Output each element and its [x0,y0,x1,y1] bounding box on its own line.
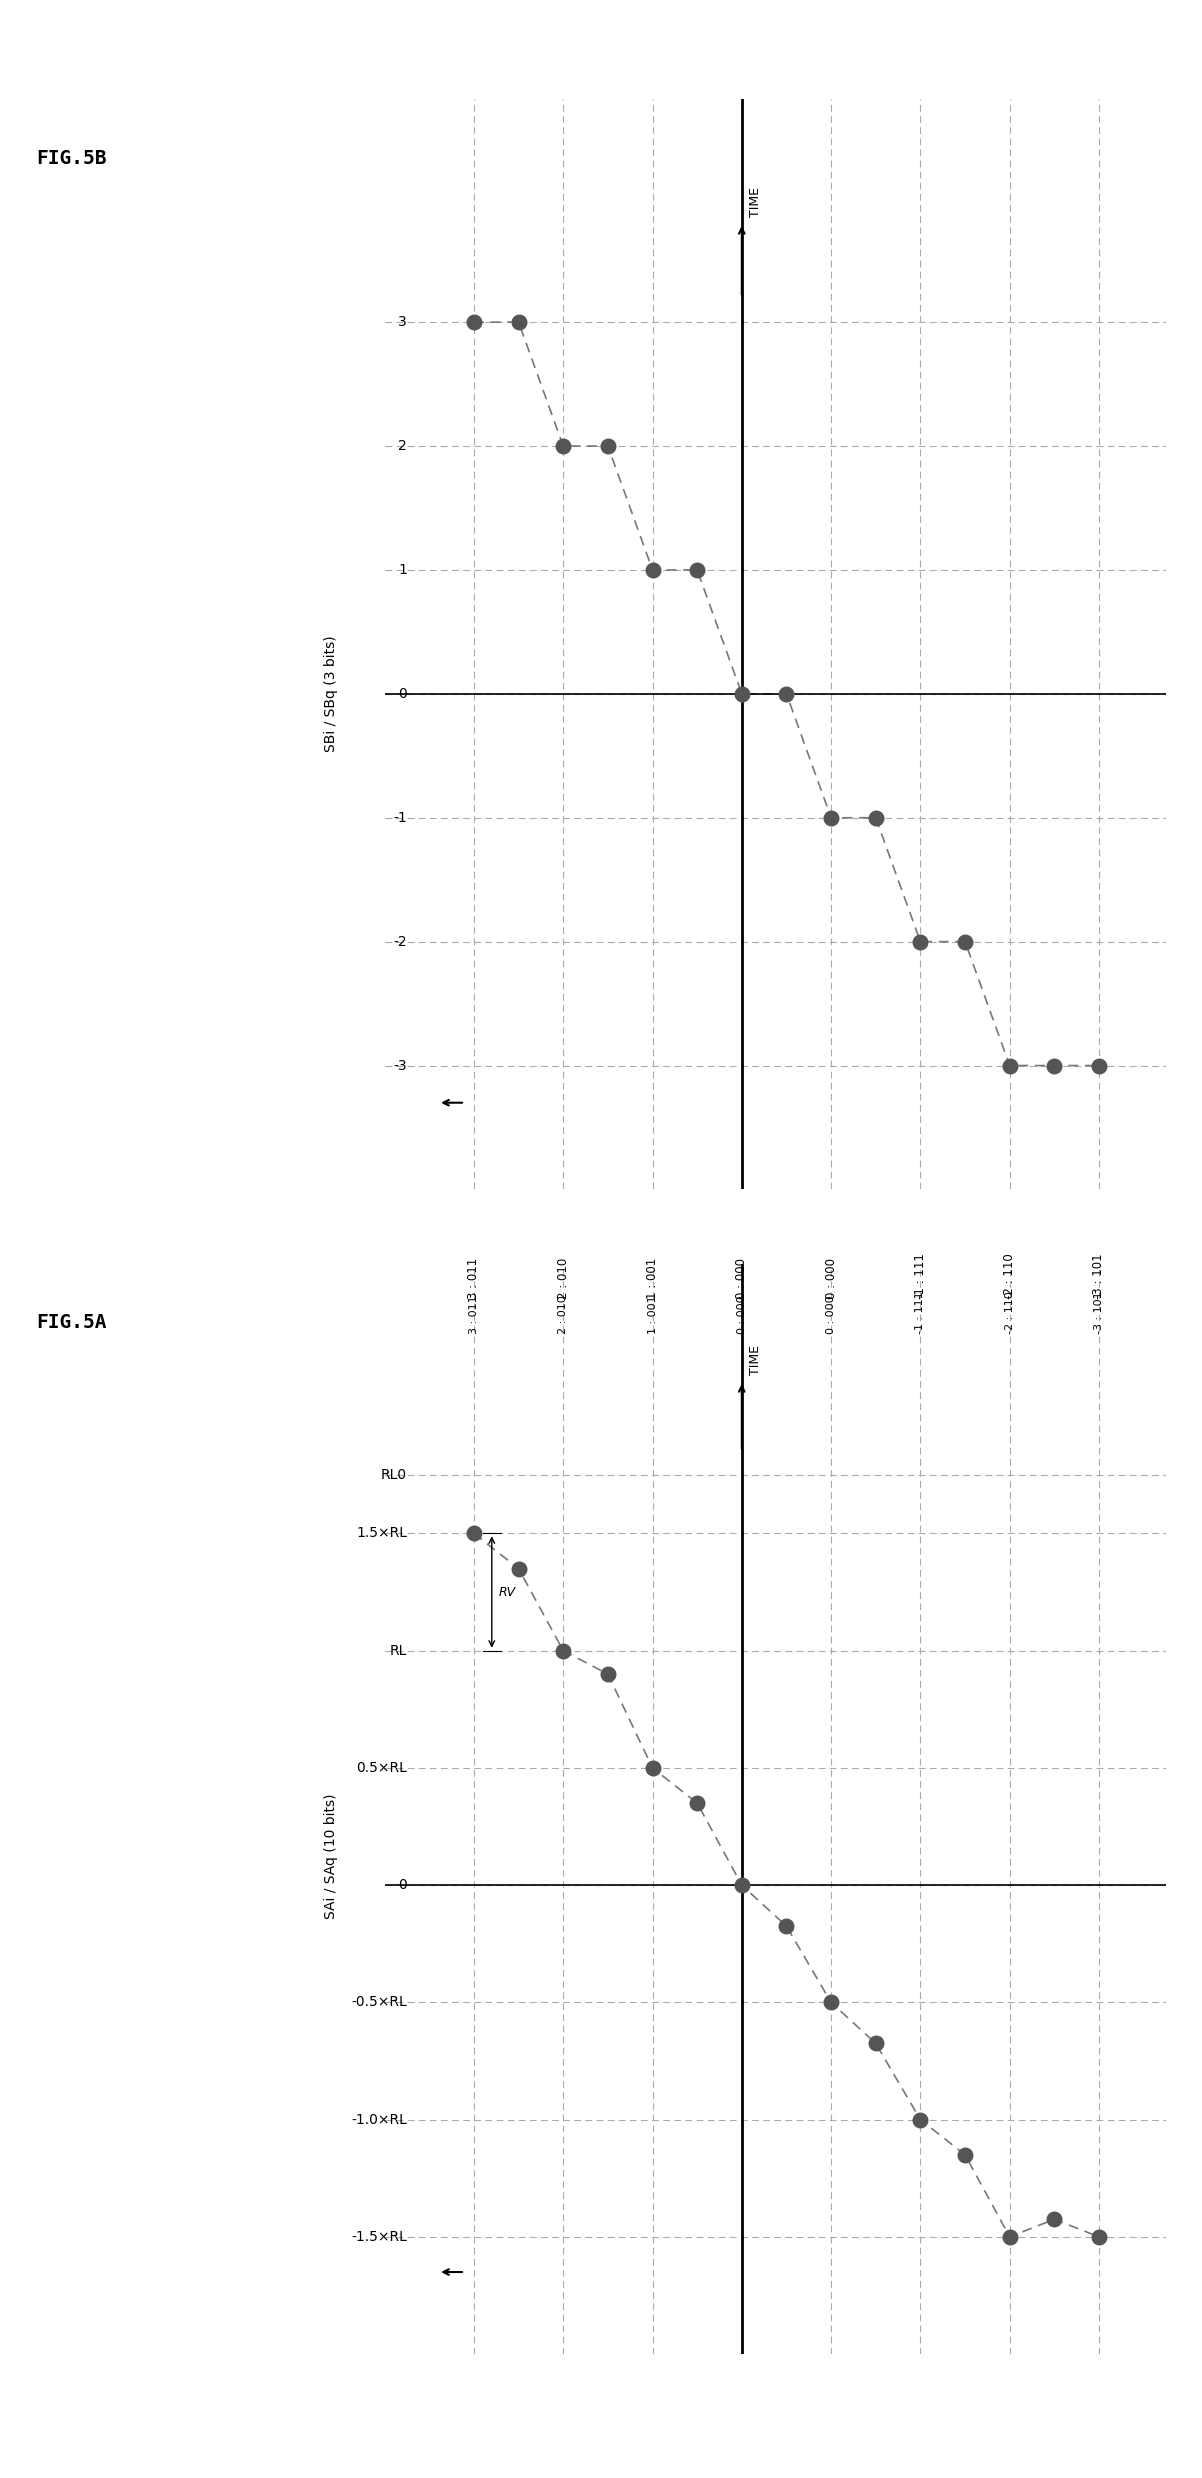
Point [599,1655,618,1695]
Text: RV: RV [499,1586,516,1598]
Point [643,550,662,590]
Point [821,1982,840,2022]
Point [911,2099,930,2139]
Text: FIG.5B: FIG.5B [36,149,107,169]
Point [1089,2218,1108,2257]
Text: -3: -3 [393,1058,407,1073]
Point [1045,1046,1064,1085]
Point [821,798,840,838]
Text: 0 : 000: 0 : 000 [737,1296,746,1333]
Point [732,1866,751,1906]
Text: FIG.5A: FIG.5A [36,1313,107,1333]
Point [956,2136,975,2176]
Text: 2: 2 [398,439,407,453]
Point [1089,1046,1108,1085]
Text: -3 : 101: -3 : 101 [1094,1291,1103,1333]
Text: SBi / SBq (3 bits): SBi / SBq (3 bits) [325,634,338,753]
Text: 1.5×RL: 1.5×RL [356,1526,407,1541]
Point [1000,2218,1019,2257]
Point [776,674,796,714]
Text: -1 : 111: -1 : 111 [914,1254,927,1298]
Text: -1 : 111: -1 : 111 [916,1291,926,1333]
Text: 1: 1 [398,563,407,577]
Point [956,922,975,961]
Text: 2 : 010: 2 : 010 [557,1259,570,1298]
Point [508,1549,528,1588]
Text: SAi / SAq (10 bits): SAi / SAq (10 bits) [325,1794,338,1918]
Text: -1: -1 [393,810,407,825]
Point [464,302,483,342]
Text: 3 : 011: 3 : 011 [468,1259,481,1298]
Text: -3 : 101: -3 : 101 [1093,1254,1106,1298]
Text: -2 : 110: -2 : 110 [1004,1254,1016,1298]
Text: 0 : 000: 0 : 000 [736,1259,749,1298]
Text: -2 : 110: -2 : 110 [1005,1291,1014,1333]
Text: 3: 3 [398,315,407,330]
Point [867,2025,886,2064]
Point [867,798,886,838]
Text: 0: 0 [398,686,407,701]
Text: -2: -2 [393,934,407,949]
Point [911,922,930,961]
Text: TIME: TIME [749,1346,762,1375]
Text: 3 : 011: 3 : 011 [469,1296,478,1333]
Point [464,1514,483,1554]
Text: 0 : 000: 0 : 000 [825,1259,838,1298]
Point [1045,2200,1064,2240]
Point [776,1906,796,1945]
Text: 0: 0 [398,1878,407,1893]
Point [599,426,618,466]
Point [554,426,573,466]
Text: 1 : 001: 1 : 001 [645,1259,659,1298]
Point [643,1747,662,1787]
Text: 1 : 001: 1 : 001 [648,1296,657,1333]
Text: -0.5×RL: -0.5×RL [351,1995,407,2010]
Point [554,1631,573,1670]
Text: RL: RL [389,1643,407,1658]
Text: 2 : 010: 2 : 010 [558,1296,569,1333]
Text: 0 : 000: 0 : 000 [826,1296,837,1333]
Point [688,1784,707,1824]
Point [732,674,751,714]
Text: -1.5×RL: -1.5×RL [351,2230,407,2245]
Point [688,550,707,590]
Point [508,302,528,342]
Text: -1.0×RL: -1.0×RL [351,2114,407,2126]
Text: TIME: TIME [749,186,762,216]
Point [1000,1046,1019,1085]
Text: 0.5×RL: 0.5×RL [356,1762,407,1774]
Text: RL0: RL0 [381,1467,407,1482]
